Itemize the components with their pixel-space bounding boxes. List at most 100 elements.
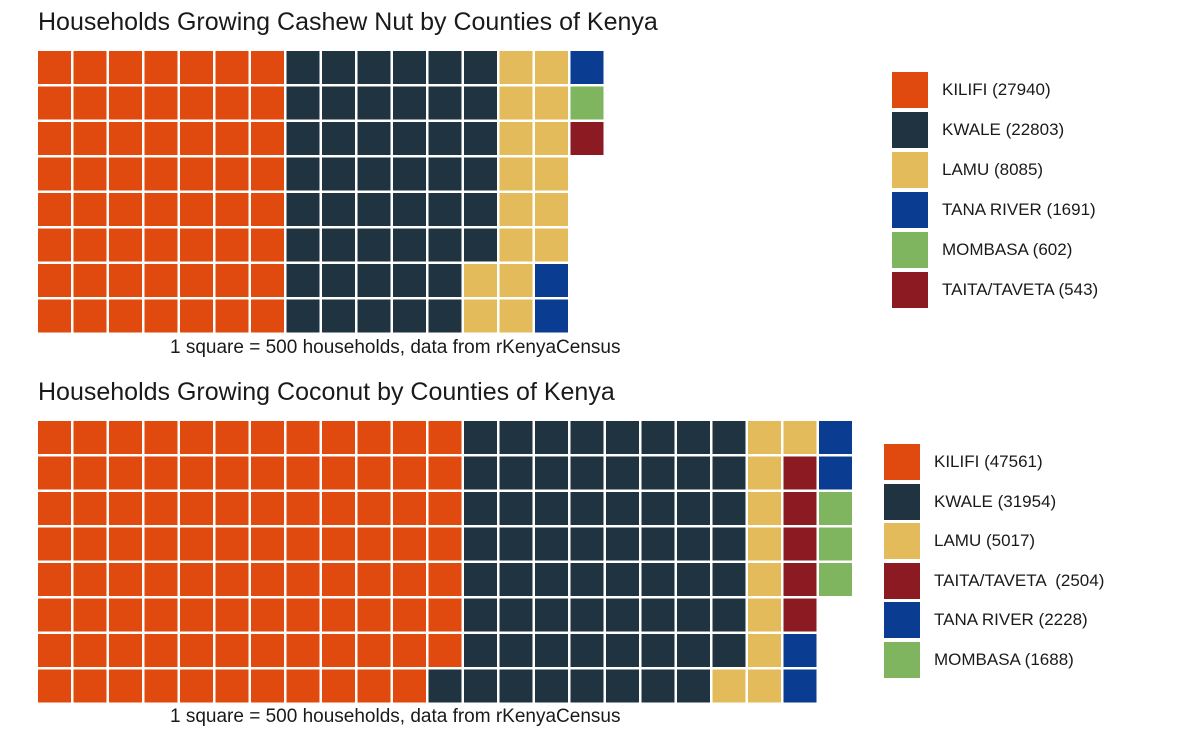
legend-swatch	[892, 112, 928, 148]
legend-swatch	[884, 602, 920, 638]
waffle-square-lamu	[499, 86, 533, 120]
waffle-square-kwale	[677, 492, 710, 525]
waffle-square-mombasa	[570, 86, 604, 120]
waffle-square-kilifi	[144, 563, 178, 596]
waffle-square-kilifi	[215, 122, 249, 155]
waffle-square-kilifi	[144, 157, 178, 191]
chart-caption: 1 square = 500 households, data from rKe…	[170, 706, 621, 727]
waffle-square-kilifi	[357, 456, 391, 490]
waffle-square-kilifi	[73, 193, 107, 226]
waffle-square-kilifi	[38, 193, 71, 226]
waffle-square-kwale	[428, 299, 462, 333]
legend-swatch	[884, 562, 920, 599]
waffle-square-kwale	[606, 456, 639, 490]
waffle-square-kwale	[428, 51, 462, 84]
waffle-square-kilifi	[109, 299, 142, 333]
waffle-square-kilifi	[393, 598, 426, 632]
waffle-square-kilifi	[73, 157, 107, 191]
waffle-square-lamu	[499, 157, 533, 191]
waffle-square-mombasa	[819, 563, 852, 596]
waffle-square-kilifi	[322, 598, 355, 632]
legend-item: MOMBASA (602)	[892, 232, 1172, 268]
waffle-square-kwale	[677, 456, 710, 490]
waffle-square-taita-taveta	[570, 122, 604, 155]
waffle-square-kilifi	[357, 421, 391, 454]
waffle-square-kilifi	[144, 86, 178, 120]
waffle-square-lamu	[748, 669, 781, 703]
waffle-square-kwale	[357, 228, 391, 262]
waffle-square-kilifi	[322, 527, 355, 561]
waffle-square-kilifi	[251, 492, 284, 525]
waffle-square-kilifi	[73, 634, 107, 667]
waffle-square-kwale	[499, 456, 533, 490]
legend-swatch	[884, 641, 920, 678]
legend-swatch	[892, 152, 928, 188]
waffle-square-lamu	[499, 193, 533, 226]
waffle-square-kilifi	[180, 193, 213, 226]
waffle-square-kilifi	[144, 299, 178, 333]
legend-item: LAMU (8085)	[892, 152, 1172, 188]
waffle-square-kwale	[464, 563, 497, 596]
waffle-square-kilifi	[251, 157, 284, 191]
legend-item: MOMBASA (1688)	[884, 641, 1164, 678]
waffle-square-kilifi	[286, 634, 320, 667]
waffle-square-kilifi	[38, 421, 71, 454]
waffle-square-kilifi	[109, 527, 142, 561]
waffle-square-kwale	[570, 634, 604, 667]
waffle-square-kilifi	[322, 492, 355, 525]
waffle-square-lamu	[535, 86, 568, 120]
waffle-square-mombasa	[819, 492, 852, 525]
waffle-square-kilifi	[109, 122, 142, 155]
waffle-square-kilifi	[357, 634, 391, 667]
waffle-square-kilifi	[144, 527, 178, 561]
waffle-square-kwale	[393, 193, 426, 226]
waffle-square-kilifi	[73, 598, 107, 632]
waffle-square-kilifi	[109, 456, 142, 490]
waffle-square-tana-river	[819, 456, 852, 490]
waffle-square-kilifi	[215, 264, 249, 297]
waffle-square-kwale	[464, 51, 497, 84]
waffle-square-kwale	[535, 598, 568, 632]
waffle-square-kilifi	[215, 299, 249, 333]
waffle-square-kwale	[712, 563, 746, 596]
waffle-square-lamu	[748, 527, 781, 561]
waffle-square-kilifi	[180, 563, 213, 596]
waffle-square-kilifi	[73, 51, 107, 84]
waffle-square-taita-taveta	[783, 563, 817, 596]
waffle-square-kilifi	[286, 669, 320, 703]
waffle-square-kilifi	[215, 193, 249, 226]
waffle-square-kwale	[393, 264, 426, 297]
legend-swatch	[892, 232, 928, 268]
waffle-square-kwale	[286, 299, 320, 333]
waffle-square-kwale	[428, 264, 462, 297]
waffle-square-kwale	[464, 669, 497, 703]
waffle-square-kwale	[464, 492, 497, 525]
waffle-square-kilifi	[215, 598, 249, 632]
waffle-square-kwale	[499, 421, 533, 454]
legend-label: KWALE (22803)	[942, 120, 1065, 139]
waffle-square-kilifi	[357, 527, 391, 561]
waffle-square-kwale	[428, 86, 462, 120]
waffle-square-kilifi	[286, 527, 320, 561]
waffle-square-kilifi	[144, 634, 178, 667]
waffle-square-kwale	[641, 456, 675, 490]
waffle-square-kwale	[535, 563, 568, 596]
waffle-square-kilifi	[286, 492, 320, 525]
waffle-square-kwale	[677, 421, 710, 454]
waffle-square-kwale	[641, 492, 675, 525]
legend-label: TANA RIVER (1691)	[942, 200, 1096, 219]
waffle-square-kwale	[322, 193, 355, 226]
waffle-square-kwale	[286, 86, 320, 120]
waffle-square-kilifi	[109, 598, 142, 632]
waffle-square-kilifi	[109, 563, 142, 596]
waffle-square-kilifi	[73, 492, 107, 525]
waffle-square-kilifi	[109, 86, 142, 120]
waffle-square-kwale	[570, 563, 604, 596]
waffle-square-kilifi	[251, 527, 284, 561]
waffle-square-kilifi	[109, 157, 142, 191]
waffle-square-kilifi	[322, 421, 355, 454]
waffle-square-lamu	[783, 421, 817, 454]
waffle-square-kilifi	[38, 563, 71, 596]
waffle-square-lamu	[464, 264, 497, 297]
waffle-square-kilifi	[251, 193, 284, 226]
